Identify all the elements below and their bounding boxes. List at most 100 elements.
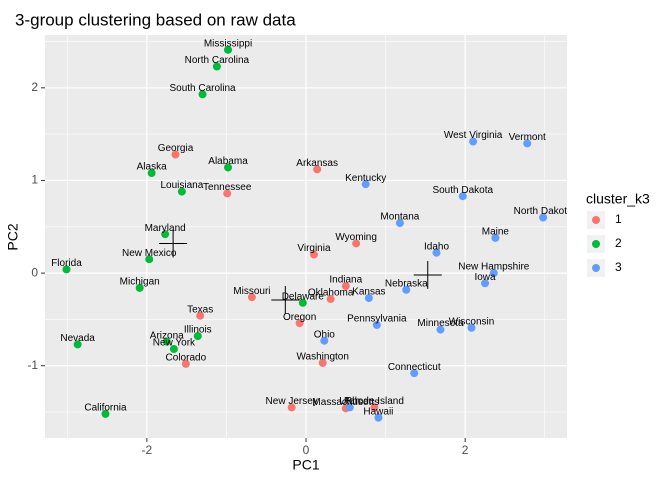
legend-title: cluster_k3	[586, 191, 650, 207]
point-label: North Carolina	[185, 55, 250, 66]
point-label: Illinois	[184, 325, 212, 336]
point	[169, 345, 178, 354]
point	[224, 163, 233, 172]
point	[212, 62, 221, 71]
y-axis-label: PC2	[5, 223, 21, 250]
point-label: Nevada	[60, 333, 95, 344]
point	[436, 325, 445, 334]
point-label: Florida	[51, 258, 82, 269]
point	[73, 340, 82, 349]
point-label: Tennessee	[203, 182, 252, 193]
point-label: Colorado	[166, 353, 207, 364]
point	[101, 409, 110, 418]
point	[161, 230, 170, 239]
point-label: Minnesota	[417, 318, 464, 329]
point-label: Maine	[482, 227, 510, 238]
point	[193, 332, 202, 341]
point	[364, 294, 373, 303]
point	[469, 137, 478, 146]
point-label: Arkansas	[296, 158, 338, 169]
point-label: Delaware	[282, 291, 325, 302]
point-label: Nebraska	[385, 278, 428, 289]
point-label: Arizona	[150, 330, 184, 341]
point-label: Idaho	[424, 241, 449, 252]
point	[318, 358, 327, 367]
point-label: North Dakota	[514, 206, 573, 217]
point-label: Kansas	[352, 287, 385, 298]
point	[402, 285, 411, 294]
point	[196, 311, 205, 320]
point	[352, 239, 361, 248]
point-label: Utah	[339, 396, 360, 407]
x-tick-label: 0	[303, 443, 310, 457]
point-label: Texas	[187, 304, 213, 315]
point-label: Wisconsin	[449, 316, 495, 327]
y-tick-label: 0	[31, 265, 38, 279]
point	[370, 403, 379, 412]
point	[374, 413, 383, 422]
y-tick-label: -1	[27, 358, 38, 372]
point-label: Louisiana	[160, 180, 203, 191]
point-label: Alabama	[208, 156, 248, 167]
grid	[45, 35, 567, 438]
point-label: Mississippi	[204, 38, 252, 49]
point-label: Missouri	[233, 286, 270, 297]
legend-swatch	[592, 240, 600, 248]
point-label: Oklahoma	[308, 288, 354, 299]
legend-label: 2	[615, 236, 622, 250]
legend-label: 1	[615, 212, 622, 226]
point-label: Iowa	[474, 272, 496, 283]
point-label: New Jersey	[266, 396, 318, 407]
point	[309, 250, 318, 259]
point	[523, 139, 532, 148]
point-label: South Carolina	[169, 83, 236, 94]
point-label: Rhode Island	[345, 396, 404, 407]
point-label: New Mexico	[122, 248, 177, 259]
x-axis-label: PC1	[292, 457, 319, 473]
point	[326, 295, 335, 304]
point-label: Indiana	[329, 275, 362, 286]
chart-title: 3-group clustering based on raw data	[15, 10, 296, 29]
legend-swatch	[592, 216, 600, 224]
point	[198, 90, 207, 99]
point	[145, 255, 154, 264]
point	[162, 337, 171, 346]
point	[539, 213, 548, 222]
point	[62, 265, 71, 274]
point-label: Massachusetts	[312, 397, 379, 408]
point-label: California	[84, 403, 127, 414]
point	[298, 298, 307, 307]
legend-swatch	[592, 264, 600, 272]
point	[287, 403, 296, 412]
point	[491, 233, 500, 242]
point	[467, 323, 476, 332]
point	[458, 192, 467, 201]
plot-area: Georgia Tennessee Arkansas Wyoming Virginia I…	[51, 38, 573, 422]
point	[181, 359, 190, 368]
point-label: Georgia	[158, 143, 194, 154]
x-tick-label: -2	[142, 443, 153, 457]
point	[432, 248, 441, 257]
point-label: Virginia	[297, 243, 331, 254]
point	[320, 336, 329, 345]
point-label: Ohio	[314, 329, 336, 340]
point	[177, 187, 186, 196]
point	[147, 169, 156, 178]
point	[224, 45, 233, 54]
point	[223, 189, 232, 198]
point-label: South Dakota	[432, 185, 493, 196]
point-label: Montana	[380, 212, 419, 223]
point-label: New York	[153, 338, 196, 349]
point-label: Vermont	[509, 132, 546, 143]
point-label: Washington	[296, 352, 348, 363]
legend-label: 3	[615, 260, 622, 274]
y-tick-label: 2	[31, 80, 38, 94]
point	[171, 150, 180, 159]
point-label: Hawaii	[363, 406, 393, 417]
point-label: Alaska	[137, 162, 167, 173]
point-label: Kentucky	[345, 173, 386, 184]
point	[410, 369, 419, 378]
point	[361, 180, 370, 189]
point-label: Maryland	[145, 223, 186, 234]
point	[135, 283, 144, 292]
